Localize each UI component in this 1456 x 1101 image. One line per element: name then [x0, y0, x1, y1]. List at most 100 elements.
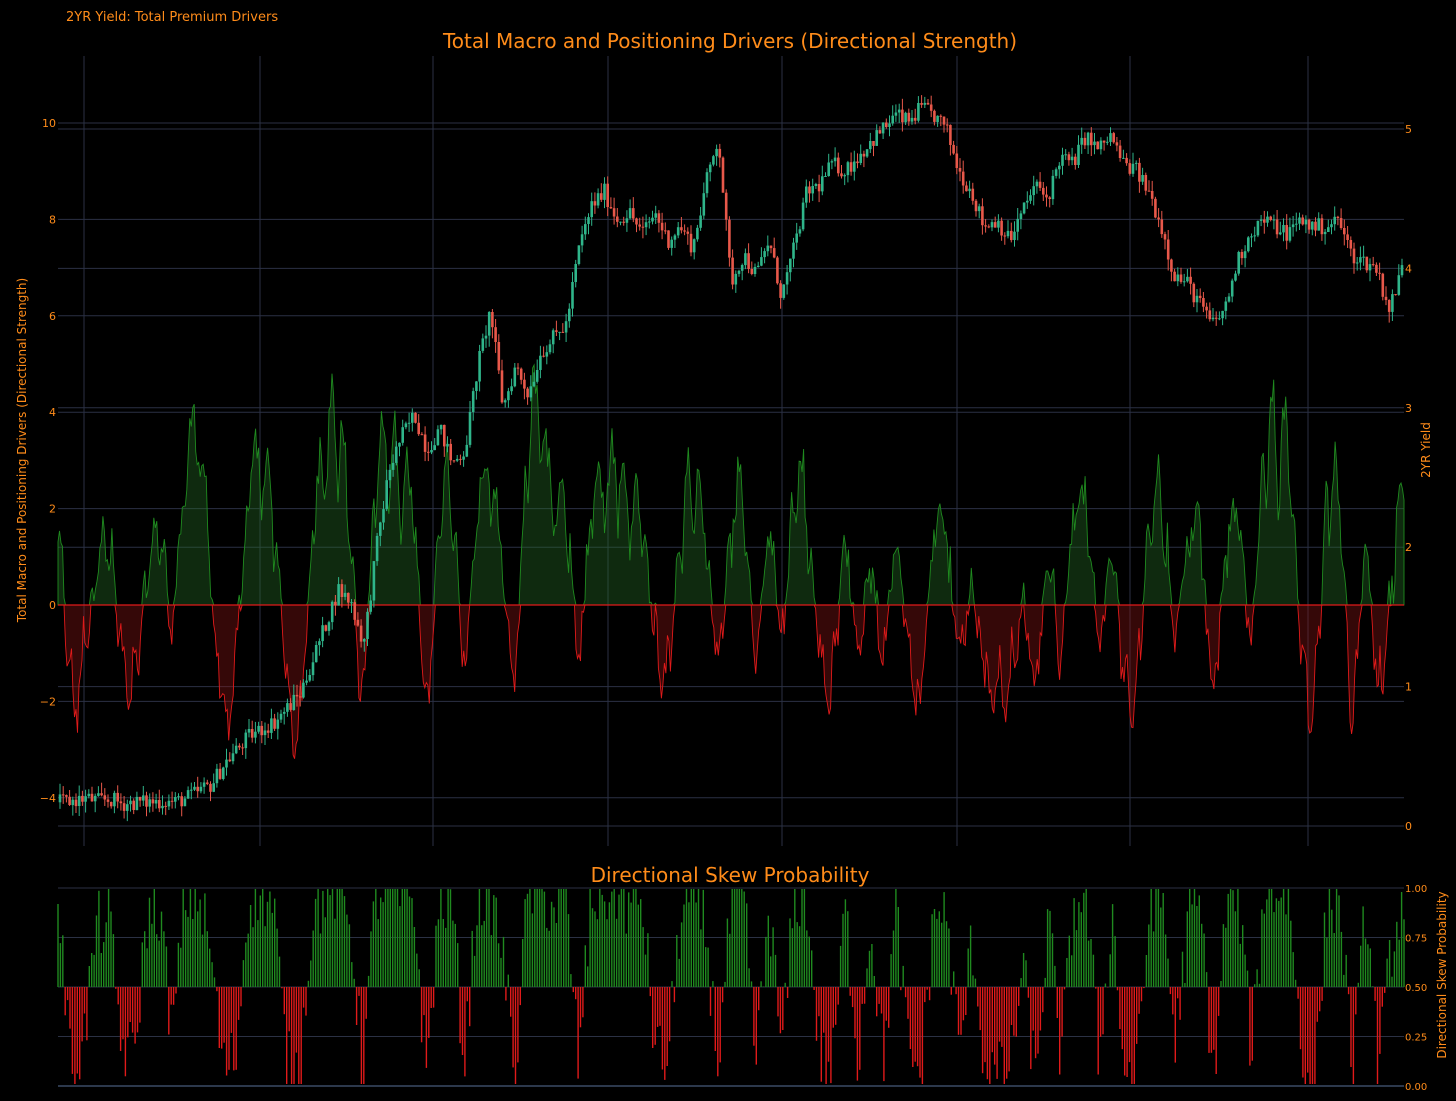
yield-candle-body — [1317, 218, 1320, 231]
yield-candle-body — [904, 112, 907, 123]
yield-candle-body — [590, 201, 593, 218]
yield-candle-body — [942, 116, 946, 125]
yield-candle-body — [142, 795, 145, 801]
yield-candle-body — [1375, 264, 1378, 273]
yield-candle-body — [1099, 140, 1103, 150]
yield-candle-body — [913, 117, 917, 121]
yield-candle-body — [702, 193, 706, 216]
yield-candle-body — [977, 206, 981, 212]
yield-candle-body — [209, 783, 212, 792]
yield-candle-body — [1378, 272, 1381, 274]
yield-candle-body — [324, 625, 328, 631]
yield-candle-body — [609, 207, 613, 209]
yield-candle-body — [180, 796, 183, 807]
yield-candle-body — [1170, 259, 1173, 272]
yield-candle-body — [222, 767, 225, 779]
yield-candle-body — [407, 422, 411, 424]
yield-candle-body — [58, 794, 62, 803]
yield-candle-body — [612, 208, 616, 217]
yield-candle-body — [616, 216, 619, 222]
yield-candle-body — [526, 388, 529, 398]
yield-candle-body — [260, 725, 264, 736]
yield-candle-body — [1301, 217, 1304, 225]
yield-candle-body — [837, 157, 840, 174]
yield-candle-body — [654, 213, 657, 218]
yield-candle-body — [763, 251, 766, 258]
yield-candle-body — [641, 226, 645, 228]
yield-candle-body — [997, 220, 1000, 228]
yield-candle-body — [724, 192, 728, 220]
yield-candle-body — [244, 732, 248, 749]
yield-candle-body — [558, 331, 561, 333]
yield-candle-body — [1026, 200, 1029, 203]
yield-candle-body — [1298, 217, 1301, 224]
yield-candle-body — [865, 149, 869, 157]
yield-candle-body — [65, 795, 68, 797]
yield-candle-body — [782, 284, 786, 298]
yield-candle-body — [1131, 163, 1135, 174]
yield-candle-body — [1259, 219, 1263, 221]
yield-candle-body — [481, 338, 485, 351]
yield-candle-body — [933, 110, 936, 122]
yield-candle-body — [1083, 137, 1087, 146]
yield-candle-body — [1176, 274, 1180, 282]
yield-candle-body — [215, 768, 219, 784]
yield-candle-body — [379, 522, 382, 536]
yield-candle-body — [263, 730, 267, 736]
yield-candle-body — [1035, 181, 1039, 187]
yield-candle-body — [1365, 256, 1369, 271]
yield-candle-body — [340, 584, 344, 597]
yield-candle-body — [993, 222, 997, 228]
yield-candle-body — [756, 265, 760, 267]
yield-candle-body — [1230, 280, 1234, 297]
yield-candle-body — [555, 330, 558, 332]
yield-candle-body — [1086, 132, 1090, 146]
yield-candle-body — [154, 800, 158, 804]
yield-candle-body — [606, 183, 609, 207]
yield-candle-body — [1330, 224, 1333, 228]
yield-candle-body — [737, 270, 741, 274]
yield-candle-body — [587, 217, 590, 224]
yield-candle-body — [792, 242, 795, 259]
yield-candle-body — [917, 103, 920, 121]
main-y-axis: −4 −2 0 2 4 6 8 10 — [40, 117, 56, 805]
yield-candle-body — [545, 352, 549, 357]
yield-candle-body — [391, 462, 395, 470]
yield-candle-body — [1160, 219, 1164, 235]
yield-candle-body — [664, 230, 667, 232]
yield-candle-body — [484, 335, 488, 339]
yield-candle-body — [1198, 295, 1202, 298]
yield-candle-body — [648, 221, 651, 223]
yield-candle-body — [356, 619, 360, 626]
yield-candle-body — [853, 161, 856, 172]
yield-candle-body — [257, 725, 260, 732]
yield-candle-body — [427, 451, 430, 453]
yield-candle-body — [385, 480, 388, 510]
yield-candle-body — [186, 790, 190, 799]
yield-candle-body — [923, 102, 927, 105]
yield-candle-body — [805, 186, 808, 203]
yield-candle-body — [404, 423, 408, 428]
yield-candle-body — [1029, 195, 1032, 201]
yield-candle-body — [459, 458, 462, 460]
yield-candle-body — [692, 239, 696, 253]
yield-candle-body — [529, 386, 533, 398]
yield-candle-body — [247, 729, 251, 733]
yield-candle-body — [939, 115, 943, 117]
yield-candle-body — [81, 795, 84, 802]
yield-candle-body — [132, 800, 135, 810]
yield-candle-body — [1128, 163, 1132, 174]
yield-candle-body — [1125, 157, 1128, 164]
yield-candle-body — [1214, 317, 1218, 319]
yield-candle-body — [519, 368, 523, 380]
yield-candle-body — [510, 386, 513, 392]
yield-candle-body — [776, 257, 779, 284]
yield-candle-body — [1237, 252, 1240, 274]
yield-candle-body — [1163, 234, 1167, 240]
yield-candle-body — [1355, 262, 1359, 264]
yield-candle-body — [1218, 318, 1221, 320]
yield-candle-body — [846, 162, 850, 176]
yield-candle-body — [231, 753, 235, 762]
main-y-tick-label: −4 — [40, 792, 56, 805]
yield-candle-body — [1202, 298, 1205, 307]
